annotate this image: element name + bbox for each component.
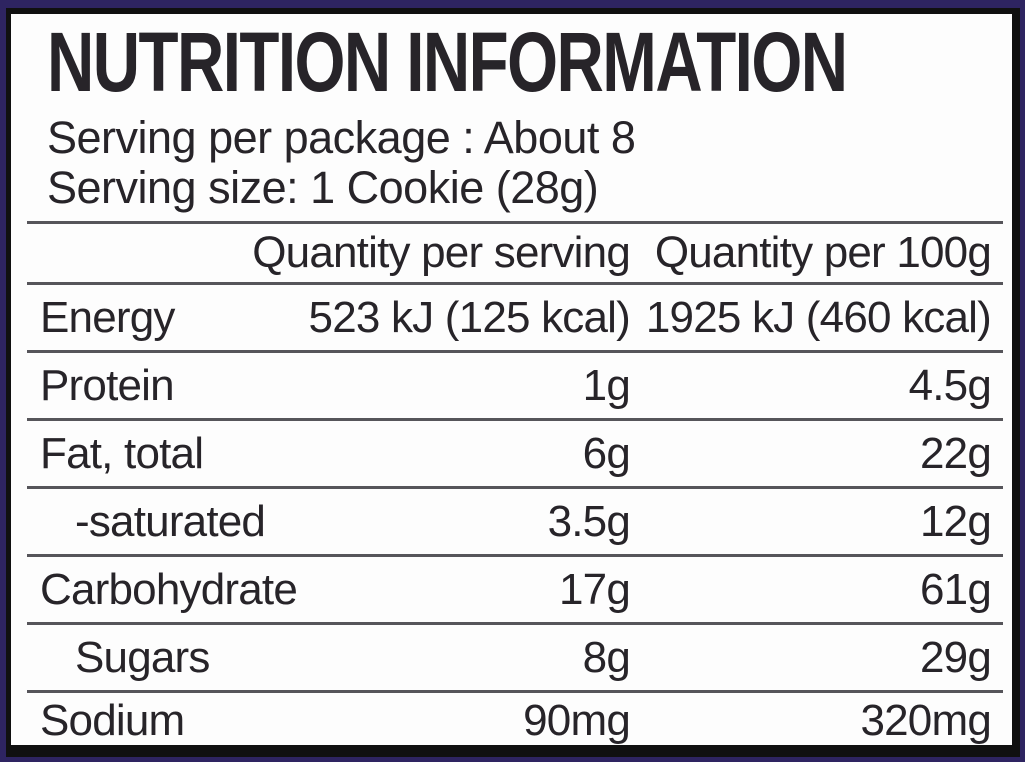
per-serving-value: 17g [558, 564, 631, 614]
nutrient-name: Sugars [75, 632, 210, 682]
per-100g-value: 320mg [860, 696, 991, 746]
label-frame: NUTRITION INFORMATION Serving per packag… [6, 8, 1020, 757]
nutrient-name: Fat, total [40, 428, 204, 478]
per-serving-value: 523 kJ (125 kcal) [308, 292, 631, 342]
serving-per-package-line: Serving per package : About 8 [47, 112, 636, 164]
table-row: Sodium 90mg 320mg [27, 690, 1003, 746]
per-serving-value: 90mg [523, 696, 631, 746]
table-row: Energy 523 kJ (125 kcal) 1925 kJ (460 kc… [27, 282, 1003, 350]
nutrient-name: Protein [40, 360, 175, 410]
nutrient-name: -saturated [75, 496, 266, 546]
per-100g-value: 61g [919, 564, 992, 614]
nutrient-name: Energy [40, 292, 175, 342]
per-serving-value: 3.5g [547, 496, 631, 546]
per-100g-value: 29g [919, 632, 992, 682]
table-row: Protein 1g 4.5g [27, 350, 1003, 418]
serving-info: Serving per package : About 8 Serving si… [47, 113, 1012, 213]
table-row: -saturated 3.5g 12g [27, 486, 1003, 554]
column-header-per-serving: Quantity per serving [252, 228, 631, 278]
per-100g-value: 1925 kJ (460 kcal) [645, 292, 992, 342]
nutrient-name: Carbohydrate [40, 564, 298, 614]
per-100g-value: 4.5g [908, 360, 992, 410]
page-title-text: NUTRITION INFORMATION [47, 15, 848, 109]
per-serving-value: 1g [582, 360, 631, 410]
nutrition-table: Quantity per serving Quantity per 100g E… [27, 221, 1003, 746]
table-row: Fat, total 6g 22g [27, 418, 1003, 486]
table-header-row: Quantity per serving Quantity per 100g [27, 221, 1003, 282]
table-row: Carbohydrate 17g 61g [27, 554, 1003, 622]
page-title: NUTRITION INFORMATION [47, 15, 1012, 109]
per-serving-value: 8g [582, 632, 631, 682]
per-100g-value: 12g [919, 496, 992, 546]
serving-size-line: Serving size: 1 Cookie (28g) [47, 162, 599, 214]
per-serving-value: 6g [582, 428, 631, 478]
column-header-per-100g: Quantity per 100g [654, 228, 992, 278]
table-row: Sugars 8g 29g [27, 622, 1003, 690]
per-100g-value: 22g [919, 428, 992, 478]
nutrient-name: Sodium [40, 696, 185, 746]
